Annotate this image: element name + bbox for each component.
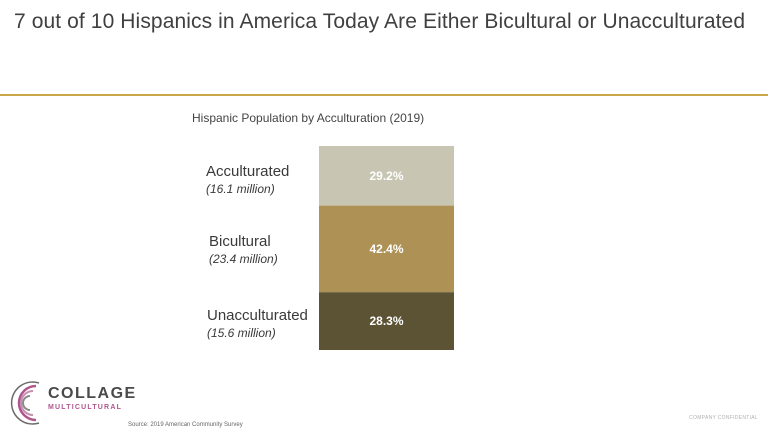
category-label-unacculturated: Unacculturated (15.6 million) <box>207 307 308 340</box>
bar-segment-unacculturated <box>319 292 454 350</box>
logo-subwordmark: MULTICULTURAL <box>48 404 123 411</box>
category-name: Bicultural <box>209 233 271 250</box>
category-name: Acculturated <box>206 163 290 180</box>
slide-title: 7 out of 10 Hispanics in America Today A… <box>14 10 746 33</box>
bar-segment-bicultural <box>319 205 454 293</box>
category-population: (15.6 million) <box>207 326 276 340</box>
chart-title: Hispanic Population by Acculturation (20… <box>192 111 425 125</box>
data-label-unacculturated: 28.3% <box>369 314 403 328</box>
bar-segment-acculturated <box>319 146 454 206</box>
data-label-acculturated: 29.2% <box>369 169 403 183</box>
logo-wordmark: COLLAGE <box>48 385 137 402</box>
category-name: Unacculturated <box>207 307 308 324</box>
category-label-acculturated: Acculturated (16.1 million) <box>206 163 289 196</box>
data-label-bicultural: 42.4% <box>369 242 403 256</box>
category-population: (16.1 million) <box>206 182 275 196</box>
category-label-bicultural: Bicultural (23.4 million) <box>209 233 278 266</box>
confidential-label: COMPANY CONFIDENTIAL <box>689 415 758 421</box>
category-population: (23.4 million) <box>209 252 278 266</box>
collage-logo-icon <box>10 381 40 425</box>
source-note: Source: 2019 American Community Survey <box>128 422 243 428</box>
title-divider <box>0 94 768 96</box>
